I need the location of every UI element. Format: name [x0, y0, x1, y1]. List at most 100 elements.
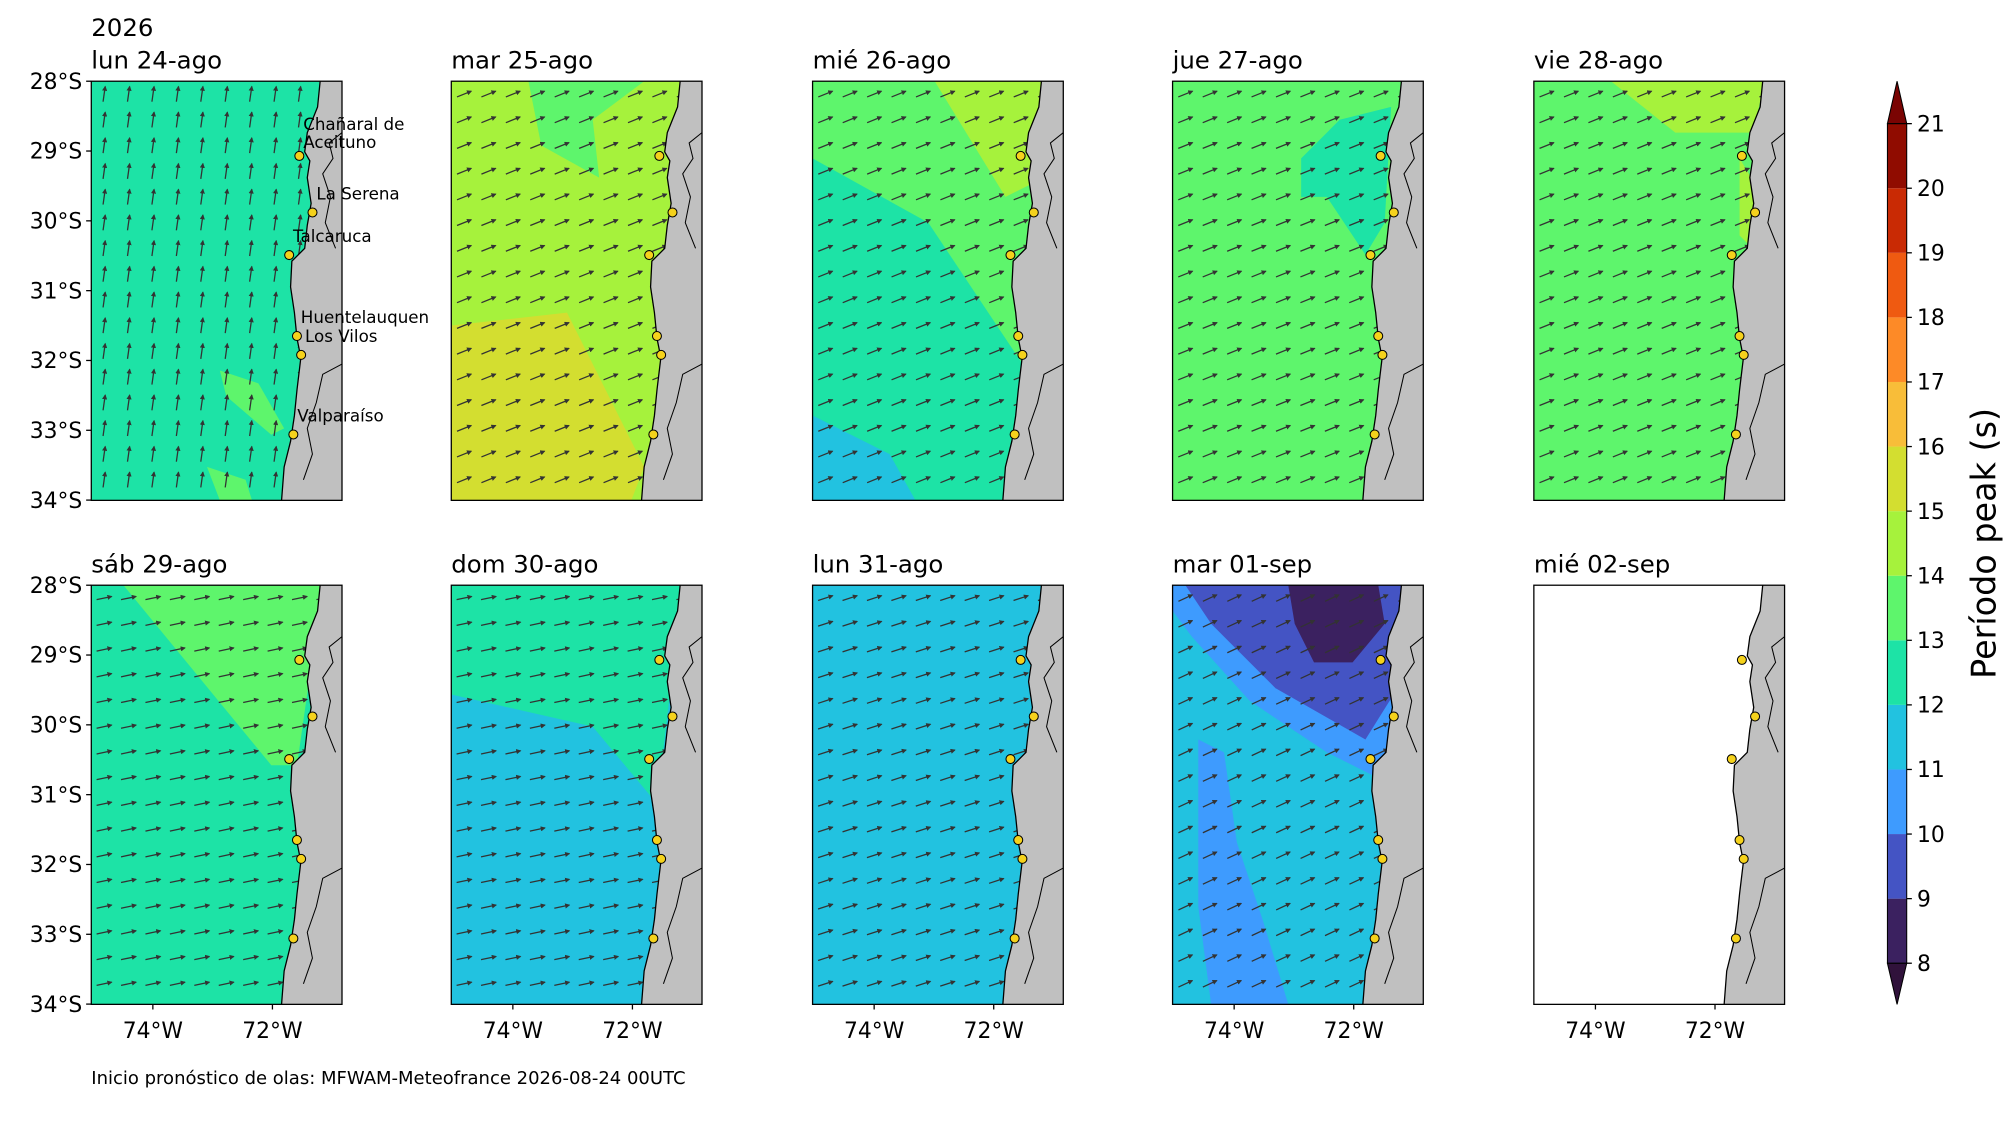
- wave-arrow: [1563, 476, 1580, 484]
- wave-arrow: [102, 471, 108, 488]
- wave-arrow: [150, 162, 157, 179]
- wave-arrow: [1324, 321, 1340, 329]
- wave-arrow: [915, 450, 932, 458]
- colorbar-segment: [1887, 704, 1907, 770]
- wave-arrow: [1373, 167, 1389, 175]
- wave-arrow: [1588, 218, 1604, 227]
- wave-arrow: [150, 111, 157, 128]
- wave-arrow: [1637, 193, 1653, 201]
- wave-arrow: [578, 193, 595, 201]
- wave-arrow: [1324, 476, 1340, 484]
- wave-arrow: [1178, 141, 1194, 149]
- wave-arrow: [505, 296, 521, 304]
- wave-arrow: [940, 373, 956, 381]
- wave-arrow: [1324, 347, 1340, 355]
- wave-arrow: [481, 450, 497, 458]
- wave-arrow: [989, 347, 1005, 355]
- wave-arrow: [145, 774, 162, 781]
- station-marker: [291, 331, 302, 342]
- station-marker: [288, 933, 299, 944]
- panel-title: mié 26-ago: [813, 45, 952, 74]
- wave-arrow: [578, 723, 595, 729]
- wave-arrow: [1202, 218, 1218, 227]
- wave-arrow: [194, 723, 211, 729]
- wave-arrow: [1710, 398, 1726, 407]
- wave-arrow: [554, 723, 571, 729]
- wave-arrow: [1178, 244, 1194, 252]
- wave-arrow: [1013, 218, 1029, 227]
- wave-arrow: [126, 265, 132, 282]
- wave-arrow: [505, 244, 521, 252]
- wave-arrow: [1373, 116, 1389, 124]
- wave-arrow: [1300, 424, 1316, 432]
- wave-arrow: [940, 450, 956, 458]
- wave-arrow: [297, 111, 303, 128]
- wave-arrow: [145, 826, 162, 832]
- map-panel: [812, 81, 1064, 501]
- wave-arrow: [1588, 167, 1604, 175]
- wave-arrow: [554, 646, 571, 652]
- wave-arrow: [964, 244, 980, 252]
- wave-arrow: [1275, 193, 1292, 201]
- wave-arrow: [218, 800, 235, 807]
- wave-arrow: [530, 167, 546, 175]
- wave-arrow: [603, 620, 620, 627]
- wave-arrow: [1685, 398, 1702, 407]
- wave-arrow: [1637, 373, 1653, 381]
- wave-arrow: [627, 646, 644, 652]
- wave-arrow: [1202, 398, 1218, 407]
- wave-arrow: [218, 826, 235, 832]
- wave-arrow: [273, 445, 279, 462]
- wave-arrow: [1563, 296, 1580, 304]
- wave-arrow: [96, 826, 113, 832]
- station-marker: [1009, 933, 1020, 944]
- wave-arrow: [199, 368, 205, 385]
- wave-arrow: [1612, 193, 1628, 201]
- wave-arrow: [273, 291, 279, 308]
- wave-arrow: [150, 85, 157, 102]
- station-marker: [1009, 429, 1020, 440]
- wave-arrow: [267, 620, 284, 627]
- wave-arrow: [603, 270, 619, 278]
- wave-arrow: [126, 85, 132, 102]
- wave-arrow: [818, 244, 834, 252]
- wave-arrow: [456, 296, 473, 304]
- wave-arrow: [1588, 90, 1604, 98]
- wave-arrow: [1637, 424, 1653, 432]
- wave-arrow: [964, 476, 980, 484]
- coastline: [1362, 81, 1403, 501]
- wave-arrow: [169, 929, 186, 935]
- wave-arrow: [578, 167, 595, 175]
- wave-arrow: [1612, 296, 1628, 304]
- map-panel: [451, 81, 702, 501]
- wave-arrow: [915, 193, 932, 201]
- wave-arrow: [842, 193, 858, 201]
- wave-arrow: [554, 476, 570, 484]
- wave-arrow: [1178, 450, 1194, 458]
- wave-arrow: [199, 291, 205, 308]
- wave-arrow: [578, 321, 595, 329]
- wave-arrow: [169, 671, 186, 678]
- wave-arrow: [243, 671, 260, 678]
- wave-arrow: [529, 620, 546, 627]
- wave-arrow: [866, 424, 883, 432]
- wave-arrow: [1539, 373, 1555, 381]
- wave-arrow: [603, 90, 619, 98]
- station-marker: [294, 150, 305, 161]
- wave-arrow: [1685, 476, 1702, 484]
- wave-arrow: [102, 317, 108, 334]
- wave-arrow: [554, 347, 570, 355]
- wave-arrow: [530, 373, 546, 381]
- wave-arrow: [578, 218, 595, 227]
- station-marker: [651, 835, 662, 846]
- wave-arrow: [554, 116, 570, 124]
- wave-arrow: [175, 214, 181, 231]
- station-marker: [1738, 853, 1749, 864]
- wave-arrow: [1710, 90, 1726, 98]
- wave-arrow: [169, 646, 186, 652]
- wave-arrow: [1588, 373, 1604, 381]
- wave-arrow: [891, 450, 907, 458]
- wave-arrow: [267, 980, 284, 987]
- wave-arrow: [1734, 116, 1751, 124]
- wave-arrow: [1710, 321, 1726, 329]
